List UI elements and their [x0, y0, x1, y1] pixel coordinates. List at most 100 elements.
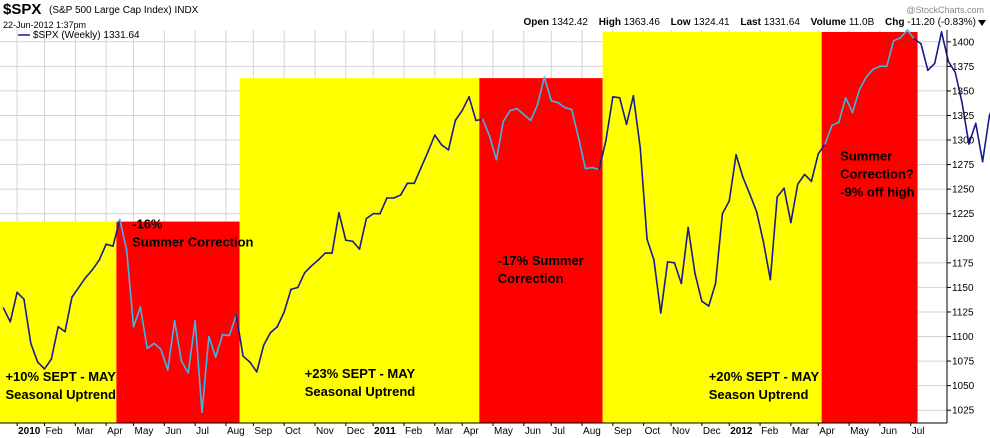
price-segment [495, 120, 505, 161]
menu-arrow-icon[interactable] [978, 20, 986, 26]
x-tick-label: Aug [583, 426, 601, 437]
price-line-group [2, 29, 990, 413]
annotation-line: Summer Correction [132, 234, 253, 249]
x-tick-label: Nov [672, 426, 690, 437]
last-value: 1331.64 [763, 17, 800, 28]
price-segment [187, 320, 196, 374]
x-tick-label: Dec [703, 426, 721, 437]
price-segment [23, 298, 32, 345]
price-segment [961, 101, 970, 145]
price-segment [954, 71, 963, 104]
x-tick-label: Jul [196, 426, 209, 437]
ticker-symbol: $SPX [3, 1, 42, 18]
annotation-line: +10% SEPT - MAY [5, 369, 116, 384]
price-segment [584, 166, 594, 170]
annotations: +10% SEPT - MAY Seasonal Uptrend -16% Summe… [5, 149, 914, 402]
price-segment [180, 360, 190, 374]
price-segment [947, 60, 957, 74]
x-tick-label: 2010 [18, 426, 41, 437]
price-segment [570, 108, 580, 139]
x-tick-label: 2012 [730, 426, 753, 437]
price-segment [646, 238, 655, 261]
y-tick-label: 1025 [952, 406, 975, 417]
price-segment [776, 187, 785, 198]
price-segment [824, 124, 833, 145]
price-segment [201, 335, 210, 413]
price-segment [858, 76, 868, 91]
y-tick-label: 1100 [952, 332, 974, 343]
price-segment [194, 320, 203, 413]
price-segment [125, 249, 135, 328]
annotation-label: +23% SEPT - MAY Seasonal Uptrend [305, 366, 416, 399]
price-segment [721, 200, 731, 215]
price-segment [413, 166, 422, 185]
x-tick-label: May [850, 426, 869, 437]
price-segment [9, 291, 18, 323]
chg-label: Chg [885, 17, 905, 28]
x-tick-label: May [494, 426, 513, 437]
price-segment [447, 119, 457, 151]
price-segment [303, 264, 313, 274]
price-segment [557, 101, 566, 109]
x-tick-label: Sep [254, 426, 272, 437]
chart-date: 22-Jun-2012 1:37pm [3, 20, 87, 30]
y-tick-label: 1050 [952, 381, 975, 392]
price-segment [461, 96, 470, 112]
quote-stats: Open 1342.42 High 1363.46 Low 1324.41 La… [523, 17, 976, 28]
uptrend-zone [602, 31, 822, 424]
annotation-line: Correction [498, 271, 564, 286]
price-segment [803, 173, 813, 183]
high-value: 1363.46 [623, 17, 660, 28]
price-segment [790, 183, 799, 224]
price-segment [30, 342, 39, 363]
price-segment [132, 306, 142, 328]
annotation-line: +20% SEPT - MAY [709, 369, 820, 384]
price-segment [762, 241, 772, 281]
x-tick-label: Oct [645, 426, 661, 437]
price-segment [16, 291, 25, 301]
annotation-line: Correction? [840, 167, 914, 182]
price-segment [119, 218, 128, 251]
annotation-label: +20% SEPT - MAY Season Uptrend [709, 369, 820, 402]
price-segment [769, 196, 778, 281]
annotation-line: -17% Summer [498, 253, 584, 268]
price-segment [454, 109, 464, 122]
price-segment [139, 306, 149, 350]
x-tick-label: Jun [525, 426, 541, 437]
price-segment [173, 320, 183, 362]
price-segment [865, 68, 874, 78]
price-segment [680, 226, 689, 285]
price-segment [331, 211, 340, 254]
annotation-line: Seasonal Uptrend [305, 384, 416, 399]
price-segment [885, 40, 895, 68]
price-segment [344, 239, 354, 243]
price-segment [920, 42, 929, 72]
price-segment [255, 344, 265, 373]
price-segment [591, 166, 600, 171]
y-tick-label: 1325 [952, 111, 975, 122]
price-segment [851, 89, 861, 114]
axes: 1025 1050 1075 1100 1125 1150 1175 1200 1225 1250… [0, 30, 975, 437]
volume-value: 11.0B [848, 17, 875, 28]
x-tick-label: Apr [463, 426, 479, 437]
price-segment [420, 151, 429, 169]
price-segment [77, 276, 87, 289]
x-tick-label: Aug [227, 426, 245, 437]
annotation-line: -9% off high [840, 185, 914, 200]
uptrend-zone [239, 78, 480, 423]
price-segment [392, 194, 402, 199]
price-segment [673, 262, 683, 285]
annotation-line: Seasonal Uptrend [5, 387, 116, 402]
price-segment [968, 122, 977, 145]
open-value: 1342.42 [551, 17, 588, 28]
price-segment [755, 210, 765, 244]
price-segment [694, 272, 703, 302]
x-tick-label: Jun [881, 426, 897, 437]
season-zones [0, 31, 918, 424]
price-segment [91, 259, 101, 271]
low-label: Low [670, 17, 691, 28]
volume-label: Volume [810, 17, 847, 28]
price-segment [687, 226, 696, 275]
price-segment [57, 325, 66, 333]
